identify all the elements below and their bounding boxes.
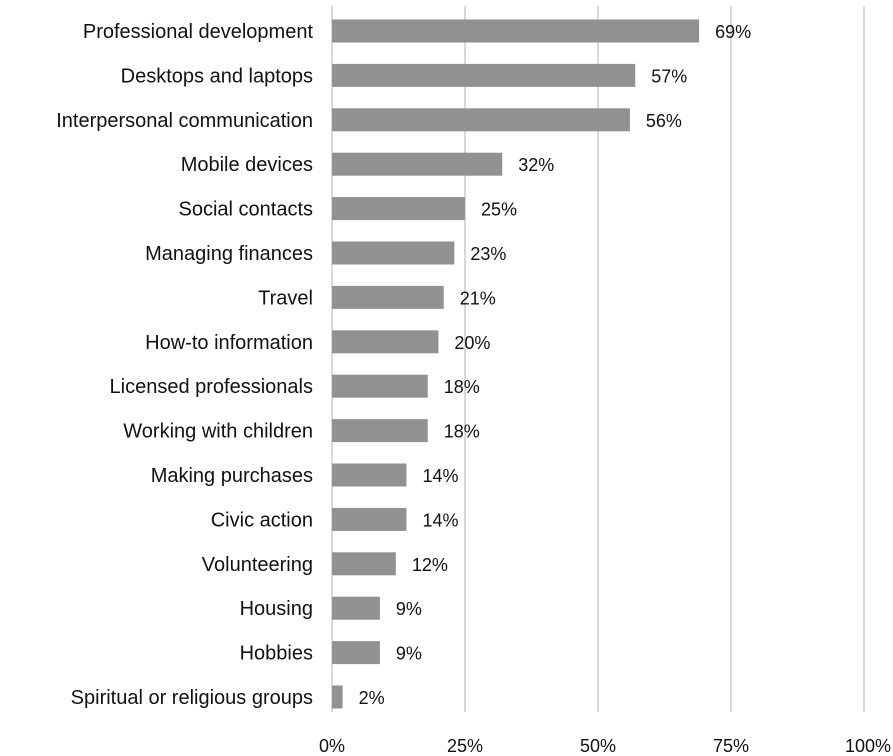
category-label: Mobile devices	[181, 154, 313, 176]
x-tick-label: 100%	[845, 736, 891, 756]
value-label: 14%	[422, 510, 458, 530]
category-label: Civic action	[211, 509, 313, 531]
value-label: 32%	[518, 155, 554, 175]
value-label: 20%	[454, 333, 490, 353]
bar	[332, 285, 444, 309]
bar	[332, 419, 428, 443]
category-label: Licensed professionals	[110, 376, 313, 398]
category-label: Travel	[258, 287, 313, 309]
value-label: 56%	[646, 111, 682, 131]
bar	[332, 241, 455, 265]
x-axis-tick-labels: 0% 25% 50% 75% 100%	[319, 736, 891, 756]
value-label: 57%	[651, 66, 687, 86]
category-label: Interpersonal communication	[56, 110, 313, 132]
bar	[332, 641, 380, 665]
bar	[332, 507, 407, 531]
value-label: 12%	[412, 555, 448, 575]
category-label: Making purchases	[151, 465, 313, 487]
bar	[332, 374, 428, 398]
category-label: Volunteering	[202, 554, 313, 576]
value-label: 9%	[396, 599, 422, 619]
category-label: Housing	[240, 598, 313, 620]
bar	[332, 552, 396, 576]
value-label: 14%	[422, 466, 458, 486]
value-label: 69%	[715, 22, 751, 42]
bar	[332, 596, 380, 620]
category-label: Spiritual or religious groups	[71, 687, 313, 709]
bar	[332, 463, 407, 487]
value-label: 2%	[359, 688, 385, 708]
bar	[332, 685, 343, 709]
category-label: How-to information	[145, 332, 313, 354]
bar	[332, 197, 465, 221]
bars	[332, 19, 700, 709]
bar	[332, 330, 439, 354]
category-label: Hobbies	[240, 643, 313, 665]
bar	[332, 63, 636, 87]
bar	[332, 152, 503, 176]
x-tick-label: 50%	[580, 736, 616, 756]
value-label: 18%	[444, 422, 480, 442]
value-label: 25%	[481, 200, 517, 220]
x-tick-label: 75%	[713, 736, 749, 756]
value-labels: 69% 57% 56% 32% 25% 23% 21% 20% 18% 18% 14% 14% 12% 9…	[359, 22, 751, 708]
x-tick-label: 0%	[319, 736, 345, 756]
x-tick-label: 25%	[447, 736, 483, 756]
category-label: Social contacts	[178, 199, 313, 221]
category-label: Working with children	[123, 421, 313, 443]
bar	[332, 108, 630, 132]
category-label: Desktops and laptops	[121, 65, 313, 87]
value-label: 23%	[470, 244, 506, 264]
bar	[332, 19, 700, 43]
value-label: 18%	[444, 377, 480, 397]
category-labels: Professional development Desktops and lap…	[56, 21, 313, 709]
value-label: 9%	[396, 644, 422, 664]
value-label: 21%	[460, 288, 496, 308]
category-label: Managing finances	[145, 243, 313, 265]
category-label: Professional development	[83, 21, 314, 43]
